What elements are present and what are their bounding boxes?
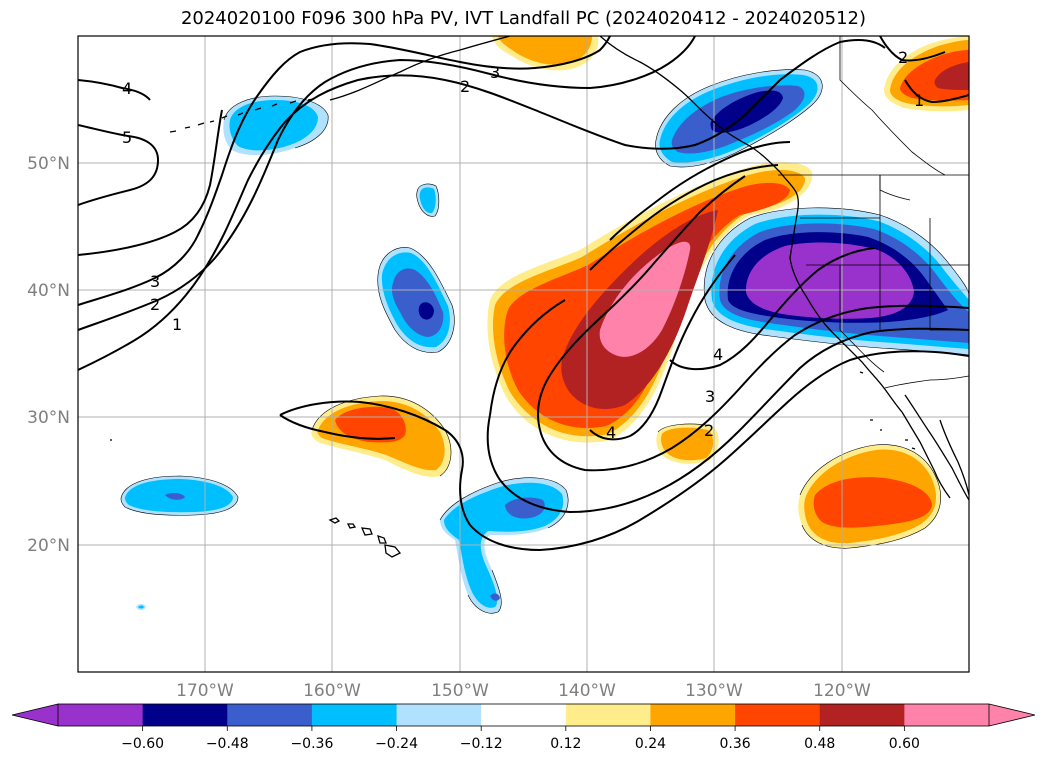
negative-anomaly-central bbox=[377, 247, 455, 353]
lon-label-140w: 140°W bbox=[558, 681, 616, 701]
lat-label-40: 40°N bbox=[27, 281, 70, 301]
lat-label-20: 20°N bbox=[27, 536, 70, 556]
negative-anomaly-gulf bbox=[655, 69, 823, 168]
contour-label: 2 bbox=[460, 77, 470, 96]
contour-label: 2 bbox=[704, 421, 714, 440]
contour-label: 2 bbox=[898, 48, 908, 67]
colorbar-tick-label: 0.36 bbox=[720, 736, 751, 752]
negative-anomaly-tiny bbox=[416, 184, 439, 217]
colorbar-segment bbox=[735, 704, 821, 726]
colorbar-tick-label: −0.60 bbox=[121, 736, 164, 752]
longitude-labels: 170°W 160°W 150°W 140°W 130°W 120°W bbox=[176, 681, 871, 701]
colorbar-segment bbox=[311, 704, 398, 726]
contour-label: 3 bbox=[490, 63, 500, 82]
negative-anomaly-subtropical-west bbox=[121, 476, 238, 610]
colorbar-segment bbox=[565, 704, 651, 726]
colorbar-over-arrow bbox=[989, 704, 1035, 726]
colorbar-segment bbox=[396, 704, 482, 726]
colorbar-tick-label: 0.48 bbox=[804, 736, 835, 752]
positive-anomaly-east bbox=[798, 444, 941, 549]
contour-label: 4 bbox=[122, 79, 132, 98]
contour-label: 4 bbox=[713, 345, 723, 364]
lon-label-130w: 130°W bbox=[685, 681, 743, 701]
pv-contours bbox=[78, 36, 969, 552]
colorbar-segment bbox=[227, 704, 313, 726]
colorbar-segment bbox=[650, 704, 736, 726]
colorbar-segment bbox=[904, 704, 990, 726]
lon-label-150w: 150°W bbox=[431, 681, 489, 701]
colorbar-tick-label: 0.12 bbox=[550, 736, 581, 752]
coastlines bbox=[110, 36, 969, 558]
lon-label-120w: 120°W bbox=[813, 681, 871, 701]
latitude-labels: 50°N 40°N 30°N 20°N bbox=[27, 154, 70, 556]
colorbar-tick-label: −0.48 bbox=[206, 736, 249, 752]
contour-label: 1 bbox=[172, 315, 182, 334]
colorbar-segment bbox=[819, 704, 905, 726]
colorbar-frame bbox=[57, 703, 990, 727]
colorbar-tick-label: −0.24 bbox=[375, 736, 418, 752]
colorbar-under-arrow bbox=[12, 704, 58, 726]
map-title: 2024020100 F096 300 hPa PV, IVT Landfall… bbox=[180, 8, 867, 29]
anomaly-outlines bbox=[120, 69, 969, 614]
colorbar-tick-label: −0.36 bbox=[290, 736, 333, 752]
contour-label: 4 bbox=[606, 423, 616, 442]
map-gridlines bbox=[78, 36, 969, 672]
lon-label-170w: 170°W bbox=[176, 681, 234, 701]
colorbar-tick-label: 0.60 bbox=[889, 736, 920, 752]
contour-label: 1 bbox=[914, 91, 924, 110]
lon-label-160w: 160°W bbox=[303, 681, 361, 701]
colorbar-tick-label: 0.24 bbox=[635, 736, 666, 752]
lat-label-30: 30°N bbox=[27, 408, 70, 428]
contour-label: 3 bbox=[705, 387, 715, 406]
contour-label: 2 bbox=[150, 295, 160, 314]
pv-contour-labels: 4 5 3 2 3 2 1 4 3 2 4 2 1 bbox=[122, 48, 924, 442]
map-plot-area: 4 5 3 2 3 2 1 4 3 2 4 2 1 bbox=[78, 36, 969, 672]
colorbar-segment bbox=[142, 704, 228, 726]
colorbar-segment bbox=[58, 704, 144, 726]
colorbar-segment bbox=[481, 704, 567, 726]
contour-label: 5 bbox=[122, 128, 132, 147]
colorbar: −0.60 −0.48 −0.36 −0.24 −0.12 0.12 0.24 0.36 0.4… bbox=[11, 703, 1036, 752]
colorbar-tick-label: −0.12 bbox=[460, 736, 503, 752]
positive-anomaly-ar bbox=[487, 161, 813, 443]
contour-label: 3 bbox=[150, 272, 160, 291]
positive-anomaly-northeast bbox=[884, 36, 969, 112]
positive-anomaly-small bbox=[656, 424, 719, 464]
map-frame bbox=[77, 35, 970, 673]
negative-anomaly-hawaii bbox=[440, 477, 569, 614]
lat-label-50: 50°N bbox=[27, 154, 70, 174]
